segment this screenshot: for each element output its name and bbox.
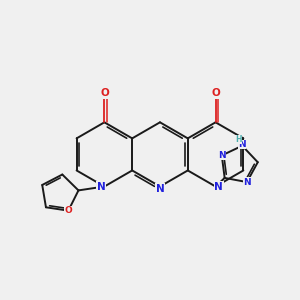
Text: O: O <box>64 206 72 215</box>
Text: N: N <box>97 182 106 191</box>
Text: N: N <box>238 140 246 149</box>
Text: N: N <box>243 178 251 187</box>
Text: O: O <box>100 88 109 98</box>
Text: N: N <box>156 184 164 194</box>
Text: N: N <box>214 182 223 191</box>
Text: N: N <box>218 151 226 160</box>
Text: O: O <box>211 88 220 98</box>
Text: H: H <box>235 135 242 144</box>
